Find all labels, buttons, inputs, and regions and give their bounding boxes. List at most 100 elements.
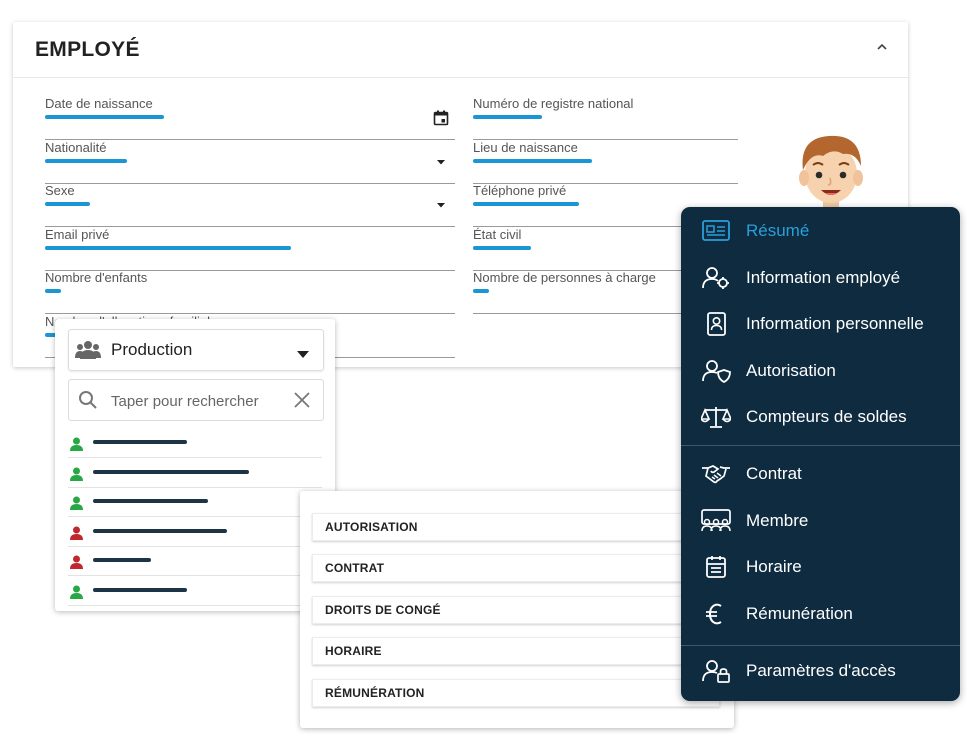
navigation-menu: Résumé Information employé Information per… bbox=[681, 207, 960, 701]
employee-list-item[interactable] bbox=[68, 517, 322, 547]
field-value-placeholder bbox=[473, 289, 489, 293]
team-members-icon bbox=[701, 508, 731, 533]
field-label: Nombre de personnes à charge bbox=[473, 270, 656, 285]
field-label: Sexe bbox=[45, 183, 75, 198]
nav-item-label: Compteurs de soldes bbox=[746, 407, 907, 426]
employee-list-item[interactable] bbox=[68, 428, 322, 458]
field-label: Lieu de naissance bbox=[473, 139, 578, 155]
field-value-placeholder bbox=[45, 115, 164, 119]
employee-name-placeholder bbox=[93, 558, 151, 563]
field-value-placeholder bbox=[473, 158, 592, 163]
field-label: Nombre d'enfants bbox=[45, 270, 148, 285]
group-icon bbox=[75, 340, 101, 360]
field-value-placeholder bbox=[473, 245, 531, 250]
team-dropdown[interactable]: Production bbox=[68, 329, 324, 371]
field-underline bbox=[45, 269, 455, 271]
field-underline bbox=[473, 182, 738, 184]
nav-item-information-employe[interactable]: Information employé bbox=[681, 258, 960, 298]
field-underline bbox=[45, 182, 455, 184]
team-selector-panel: Production bbox=[55, 319, 335, 611]
employee-list-item[interactable] bbox=[68, 487, 322, 518]
person-icon bbox=[70, 437, 83, 451]
search-input[interactable] bbox=[109, 389, 283, 413]
section-label: RÉMUNÉRATION bbox=[325, 686, 425, 700]
section-label: HORAIRE bbox=[325, 644, 382, 658]
employee-list-item[interactable] bbox=[68, 458, 322, 488]
field-underline bbox=[45, 226, 455, 227]
left-field-0[interactable]: Date de naissance bbox=[45, 96, 455, 140]
calendar-icon bbox=[701, 555, 731, 579]
nav-item-resume[interactable]: Résumé bbox=[681, 211, 960, 251]
user-lock-icon bbox=[701, 659, 731, 683]
person-icon bbox=[70, 526, 83, 540]
dropdown-arrow-icon[interactable] bbox=[433, 197, 449, 213]
nav-item-label: Information employé bbox=[746, 267, 901, 287]
right-field-1[interactable]: Lieu de naissance bbox=[473, 140, 738, 184]
chevron-up-icon[interactable] bbox=[871, 36, 893, 58]
field-label: Nationalité bbox=[45, 139, 107, 155]
contact-card-icon bbox=[701, 312, 731, 336]
left-field-2[interactable]: Sexe bbox=[45, 183, 455, 227]
person-icon bbox=[70, 585, 83, 599]
section-horaire[interactable]: HORAIRE bbox=[312, 637, 720, 665]
nav-item-label: Paramètres d'accès bbox=[746, 661, 896, 680]
nav-item-label: Autorisation bbox=[746, 360, 836, 380]
field-value-placeholder bbox=[45, 245, 291, 250]
search-box bbox=[68, 379, 324, 421]
left-field-1[interactable]: Nationalité bbox=[45, 140, 455, 184]
nav-item-horaire[interactable]: Horaire bbox=[681, 547, 960, 587]
person-icon bbox=[70, 496, 83, 511]
field-label: Date de naissance bbox=[45, 96, 153, 111]
employee-name-placeholder bbox=[93, 588, 187, 592]
nav-item-autorisation[interactable]: Autorisation bbox=[681, 351, 960, 391]
employee-list-item[interactable] bbox=[68, 576, 322, 606]
employee-card: EMPLOYÉ Date de naissance Nationalité Sexe… bbox=[13, 22, 908, 367]
user-gear-icon bbox=[701, 266, 731, 290]
handshake-icon bbox=[701, 462, 731, 486]
nav-item-label: Rémunération bbox=[746, 603, 853, 623]
selected-team-value: Production bbox=[111, 340, 193, 359]
calendar-icon[interactable] bbox=[433, 110, 449, 126]
field-label: Email privé bbox=[45, 226, 110, 242]
employee-name-placeholder bbox=[93, 499, 208, 504]
field-underline bbox=[473, 226, 738, 227]
field-value-placeholder bbox=[45, 289, 61, 293]
user-shield-icon bbox=[701, 359, 731, 383]
nav-item-remuneration[interactable]: Rémunération bbox=[681, 594, 960, 634]
section-autorisation[interactable]: AUTORISATION bbox=[312, 513, 720, 541]
nav-item-contrat[interactable]: Contrat bbox=[681, 454, 960, 494]
employee-list-item[interactable] bbox=[68, 546, 322, 577]
right-field-3[interactable]: État civil bbox=[473, 227, 738, 271]
nav-item-membre[interactable]: Membre bbox=[681, 501, 960, 541]
nav-item-label: Horaire bbox=[746, 557, 802, 576]
caret-down-icon bbox=[297, 346, 309, 358]
left-field-3[interactable]: Email privé bbox=[45, 227, 455, 271]
field-label: Téléphone privé bbox=[473, 183, 567, 198]
clear-icon[interactable] bbox=[293, 391, 311, 409]
nav-item-parametres-d-acces[interactable]: Paramètres d'accès bbox=[681, 651, 960, 691]
field-value-placeholder bbox=[473, 202, 579, 206]
section-contrat[interactable]: CONTRAT bbox=[312, 554, 720, 582]
field-label: Numéro de registre national bbox=[473, 96, 634, 111]
balance-scale-icon bbox=[699, 405, 733, 429]
person-icon bbox=[70, 555, 83, 570]
section-remuneration[interactable]: RÉMUNÉRATION bbox=[312, 679, 720, 707]
card-title: EMPLOYÉ bbox=[35, 38, 140, 61]
nav-divider bbox=[681, 445, 960, 446]
sections-panel: AUTORISATION CONTRAT DROITS DE CONGÉ HOR… bbox=[300, 491, 734, 728]
euro-icon bbox=[701, 602, 731, 626]
dropdown-arrow-icon[interactable] bbox=[433, 154, 449, 170]
left-field-4[interactable]: Nombre d'enfants bbox=[45, 270, 455, 314]
nav-item-compteurs-de-soldes[interactable]: Compteurs de soldes bbox=[681, 397, 960, 437]
nav-item-information-personnelle[interactable]: Information personnelle bbox=[681, 304, 960, 344]
section-droits-de-conge[interactable]: DROITS DE CONGÉ bbox=[312, 596, 720, 624]
right-field-4[interactable]: Nombre de personnes à charge bbox=[473, 270, 738, 314]
nav-item-label: Membre bbox=[746, 510, 809, 530]
field-label: État civil bbox=[473, 226, 522, 242]
right-field-0[interactable]: Numéro de registre national bbox=[473, 96, 738, 140]
nav-divider bbox=[681, 645, 960, 646]
employee-name-placeholder bbox=[93, 469, 249, 474]
field-underline bbox=[45, 313, 455, 314]
right-field-2[interactable]: Téléphone privé bbox=[473, 183, 738, 227]
nav-item-label: Contrat bbox=[746, 464, 802, 483]
